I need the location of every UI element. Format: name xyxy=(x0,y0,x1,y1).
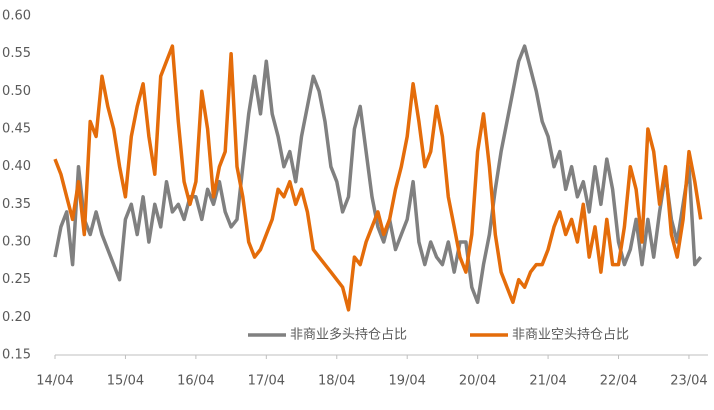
line-series xyxy=(53,44,703,305)
x-tick-label: 16/04 xyxy=(177,374,214,389)
x-tick-label: 18/04 xyxy=(318,374,355,389)
legend-label: 非商业多头持仓占比 xyxy=(290,327,407,343)
x-tick-label: 22/04 xyxy=(600,374,637,389)
x-tick-label: 20/04 xyxy=(459,374,496,389)
y-tick-label: 0.35 xyxy=(2,197,31,212)
x-tick-label: 19/04 xyxy=(388,374,425,389)
legend-label: 非商业空头持仓占比 xyxy=(512,328,629,343)
y-tick-label: 0.40 xyxy=(2,159,31,174)
y-tick-label: 0.25 xyxy=(2,272,31,287)
x-tick-label: 21/04 xyxy=(529,374,566,389)
y-tick-label: 0.15 xyxy=(2,348,31,363)
x-tick-label: 15/04 xyxy=(107,374,144,389)
y-tick-label: 0.60 xyxy=(2,9,31,24)
line-series xyxy=(53,44,703,312)
y-tick-label: 0.55 xyxy=(2,46,31,61)
x-tick-label: 23/04 xyxy=(670,374,707,389)
x-tick-label: 17/04 xyxy=(248,374,285,389)
y-tick-label: 0.20 xyxy=(2,310,31,325)
y-tick-label: 0.50 xyxy=(2,84,31,99)
y-tick-label: 0.45 xyxy=(2,122,31,137)
x-tick-label: 14/04 xyxy=(36,374,73,389)
y-tick-label: 0.30 xyxy=(2,235,31,250)
